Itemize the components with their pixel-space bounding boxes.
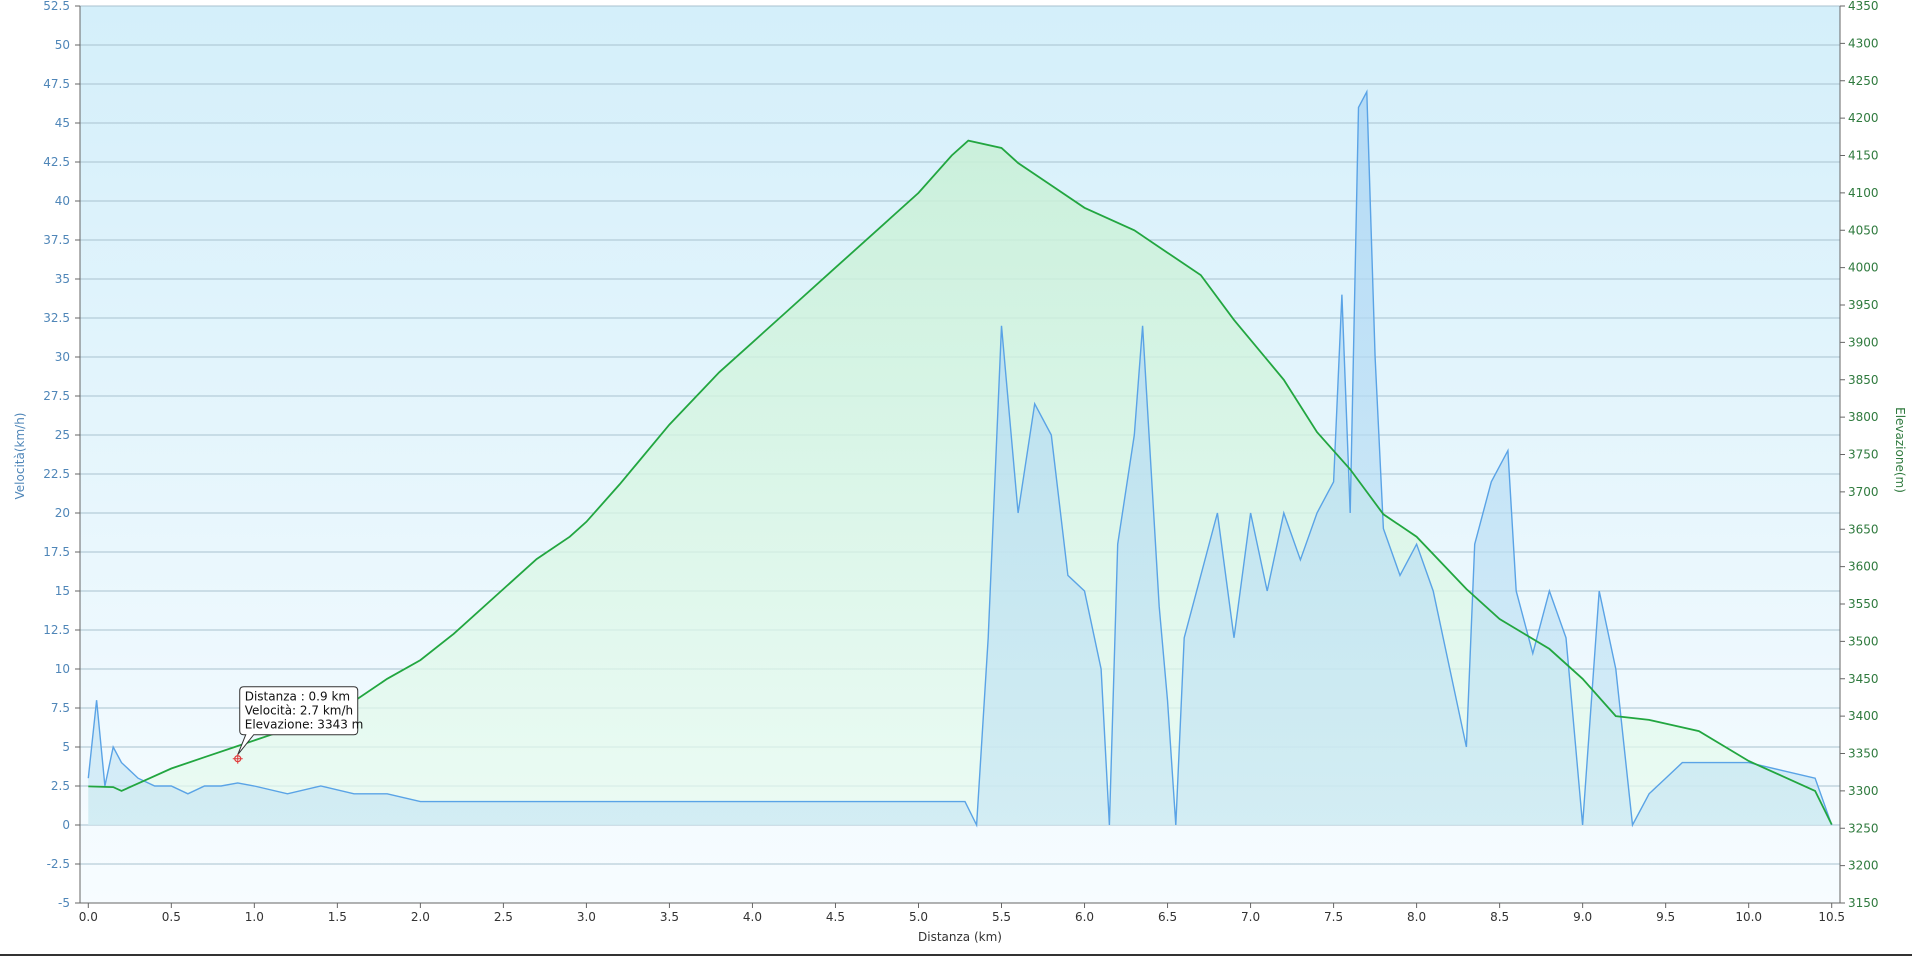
right-tick-label: 3250 (1848, 821, 1879, 835)
right-tick-label: 3150 (1848, 896, 1879, 910)
left-tick-label: 42.5 (43, 155, 70, 169)
left-tick-label: 15 (55, 584, 70, 598)
left-tick-label: 17.5 (43, 545, 70, 559)
x-tick-label: 3.5 (660, 910, 679, 924)
left-tick-label: 22.5 (43, 467, 70, 481)
left-tick-label: 0 (62, 818, 70, 832)
right-tick-label: 3400 (1848, 709, 1879, 723)
left-tick-label: 50 (55, 38, 70, 52)
x-tick-label: 5.0 (909, 910, 928, 924)
left-tick-label: 45 (55, 116, 70, 130)
left-axis-label: Velocità(km/h) (13, 413, 27, 500)
x-tick-label: 0.5 (162, 910, 181, 924)
x-tick-label: 10.5 (1818, 910, 1845, 924)
left-tick-label: 47.5 (43, 77, 70, 91)
x-tick-label: 7.5 (1324, 910, 1343, 924)
x-axis-label: Distanza (km) (918, 930, 1002, 944)
right-tick-label: 4200 (1848, 111, 1879, 125)
left-tick-label: 12.5 (43, 623, 70, 637)
right-tick-label: 3450 (1848, 672, 1879, 686)
x-tick-label: 8.0 (1407, 910, 1426, 924)
x-tick-label: 6.0 (1075, 910, 1094, 924)
right-tick-label: 3350 (1848, 747, 1879, 761)
right-tick-label: 3650 (1848, 522, 1879, 536)
x-tick-label: 1.0 (245, 910, 264, 924)
left-tick-label: 5 (62, 740, 70, 754)
right-tick-label: 4250 (1848, 74, 1879, 88)
right-tick-label: 3750 (1848, 448, 1879, 462)
right-tick-label: 3950 (1848, 298, 1879, 312)
speed-area (88, 91, 1832, 826)
x-tick-label: 8.5 (1490, 910, 1509, 924)
right-tick-label: 3550 (1848, 597, 1879, 611)
left-tick-label: 35 (55, 272, 70, 286)
x-tick-label: 6.5 (1158, 910, 1177, 924)
left-axis-ticks: 52.55047.54542.54037.53532.53027.52522.5… (43, 0, 80, 910)
x-tick-label: 9.0 (1573, 910, 1592, 924)
left-tick-label: 7.5 (51, 701, 70, 715)
right-tick-label: 4050 (1848, 223, 1879, 237)
tooltip-speed: Velocità: 2.7 km/h (245, 704, 353, 718)
left-tick-label: 27.5 (43, 389, 70, 403)
x-tick-label: 7.0 (1241, 910, 1260, 924)
right-tick-label: 3200 (1848, 859, 1879, 873)
right-tick-label: 4350 (1848, 0, 1879, 13)
left-tick-label: 37.5 (43, 233, 70, 247)
right-axis-label: Elevazione(m) (1893, 407, 1907, 493)
right-tick-label: 3500 (1848, 634, 1879, 648)
right-tick-label: 3900 (1848, 335, 1879, 349)
x-tick-label: 9.5 (1656, 910, 1675, 924)
left-tick-label: -5 (58, 896, 70, 910)
x-axis-ticks: 0.0 0.5 1.0 1.5 2.0 2.5 3.0 3.5 4.0 4.5 5.0 5.5 6.0 6… (79, 903, 1845, 924)
x-tick-label: 2.0 (411, 910, 430, 924)
tooltip-marker (232, 753, 243, 764)
speed-line (87, 89, 1833, 828)
right-axis-ticks: 4350 4300 4250 4200 4150 4100 4050 4000 3950 3900… (1840, 0, 1879, 910)
right-tick-label: 3600 (1848, 560, 1879, 574)
x-tick-label: 4.0 (743, 910, 762, 924)
right-tick-label: 3700 (1848, 485, 1879, 499)
x-tick-label: 1.5 (328, 910, 347, 924)
tooltip-distance: Distanza : 0.9 km (245, 690, 350, 704)
x-tick-label: 4.5 (826, 910, 845, 924)
right-tick-label: 3300 (1848, 784, 1879, 798)
tooltip-box (237, 686, 359, 756)
right-tick-label: 4000 (1848, 261, 1879, 275)
x-tick-label: 0.0 (79, 910, 98, 924)
left-tick-label: 10 (55, 662, 70, 676)
right-tick-label: 4100 (1848, 186, 1879, 200)
left-tick-label: 20 (55, 506, 70, 520)
data-tooltip: Distanza : 0.9 km Velocità: 2.7 km/h Ele… (232, 686, 364, 764)
x-tick-label: 2.5 (494, 910, 513, 924)
left-tick-label: 25 (55, 428, 70, 442)
right-tick-label: 3850 (1848, 373, 1879, 387)
right-tick-label: 3800 (1848, 410, 1879, 424)
x-tick-label: 3.0 (577, 910, 596, 924)
left-tick-label: 52.5 (43, 0, 70, 13)
left-tick-label: 32.5 (43, 311, 70, 325)
x-tick-label: 5.5 (992, 910, 1011, 924)
left-tick-label: 2.5 (51, 779, 70, 793)
tooltip-elevation: Elevazione: 3343 m (245, 718, 364, 732)
right-tick-label: 4300 (1848, 36, 1879, 50)
x-tick-label: 10.0 (1735, 910, 1762, 924)
right-tick-label: 4150 (1848, 149, 1879, 163)
left-tick-label: 30 (55, 350, 70, 364)
left-tick-label: -2.5 (47, 857, 70, 871)
left-tick-label: 40 (55, 194, 70, 208)
